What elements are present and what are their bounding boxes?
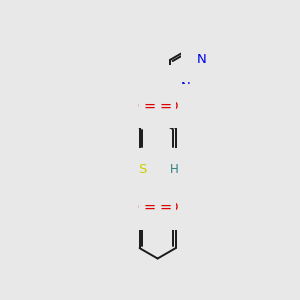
Text: N: N <box>163 189 172 202</box>
Text: N: N <box>159 164 169 176</box>
Text: S: S <box>153 201 162 214</box>
Text: =: = <box>159 99 171 114</box>
Text: =: = <box>159 200 171 215</box>
Text: H: H <box>174 189 183 202</box>
Text: H: H <box>170 164 179 176</box>
Text: N: N <box>197 53 207 66</box>
Text: S: S <box>153 100 162 112</box>
Text: S: S <box>138 164 146 176</box>
Text: O: O <box>168 100 178 112</box>
Text: =: = <box>144 200 156 215</box>
Text: N: N <box>145 189 155 202</box>
Text: =: = <box>144 99 156 114</box>
Text: O: O <box>168 201 178 214</box>
Text: N: N <box>153 86 163 100</box>
Text: H: H <box>142 86 151 100</box>
Text: O: O <box>137 201 148 214</box>
Text: N: N <box>181 81 191 94</box>
Text: H: H <box>135 189 143 202</box>
Text: O: O <box>137 100 148 112</box>
